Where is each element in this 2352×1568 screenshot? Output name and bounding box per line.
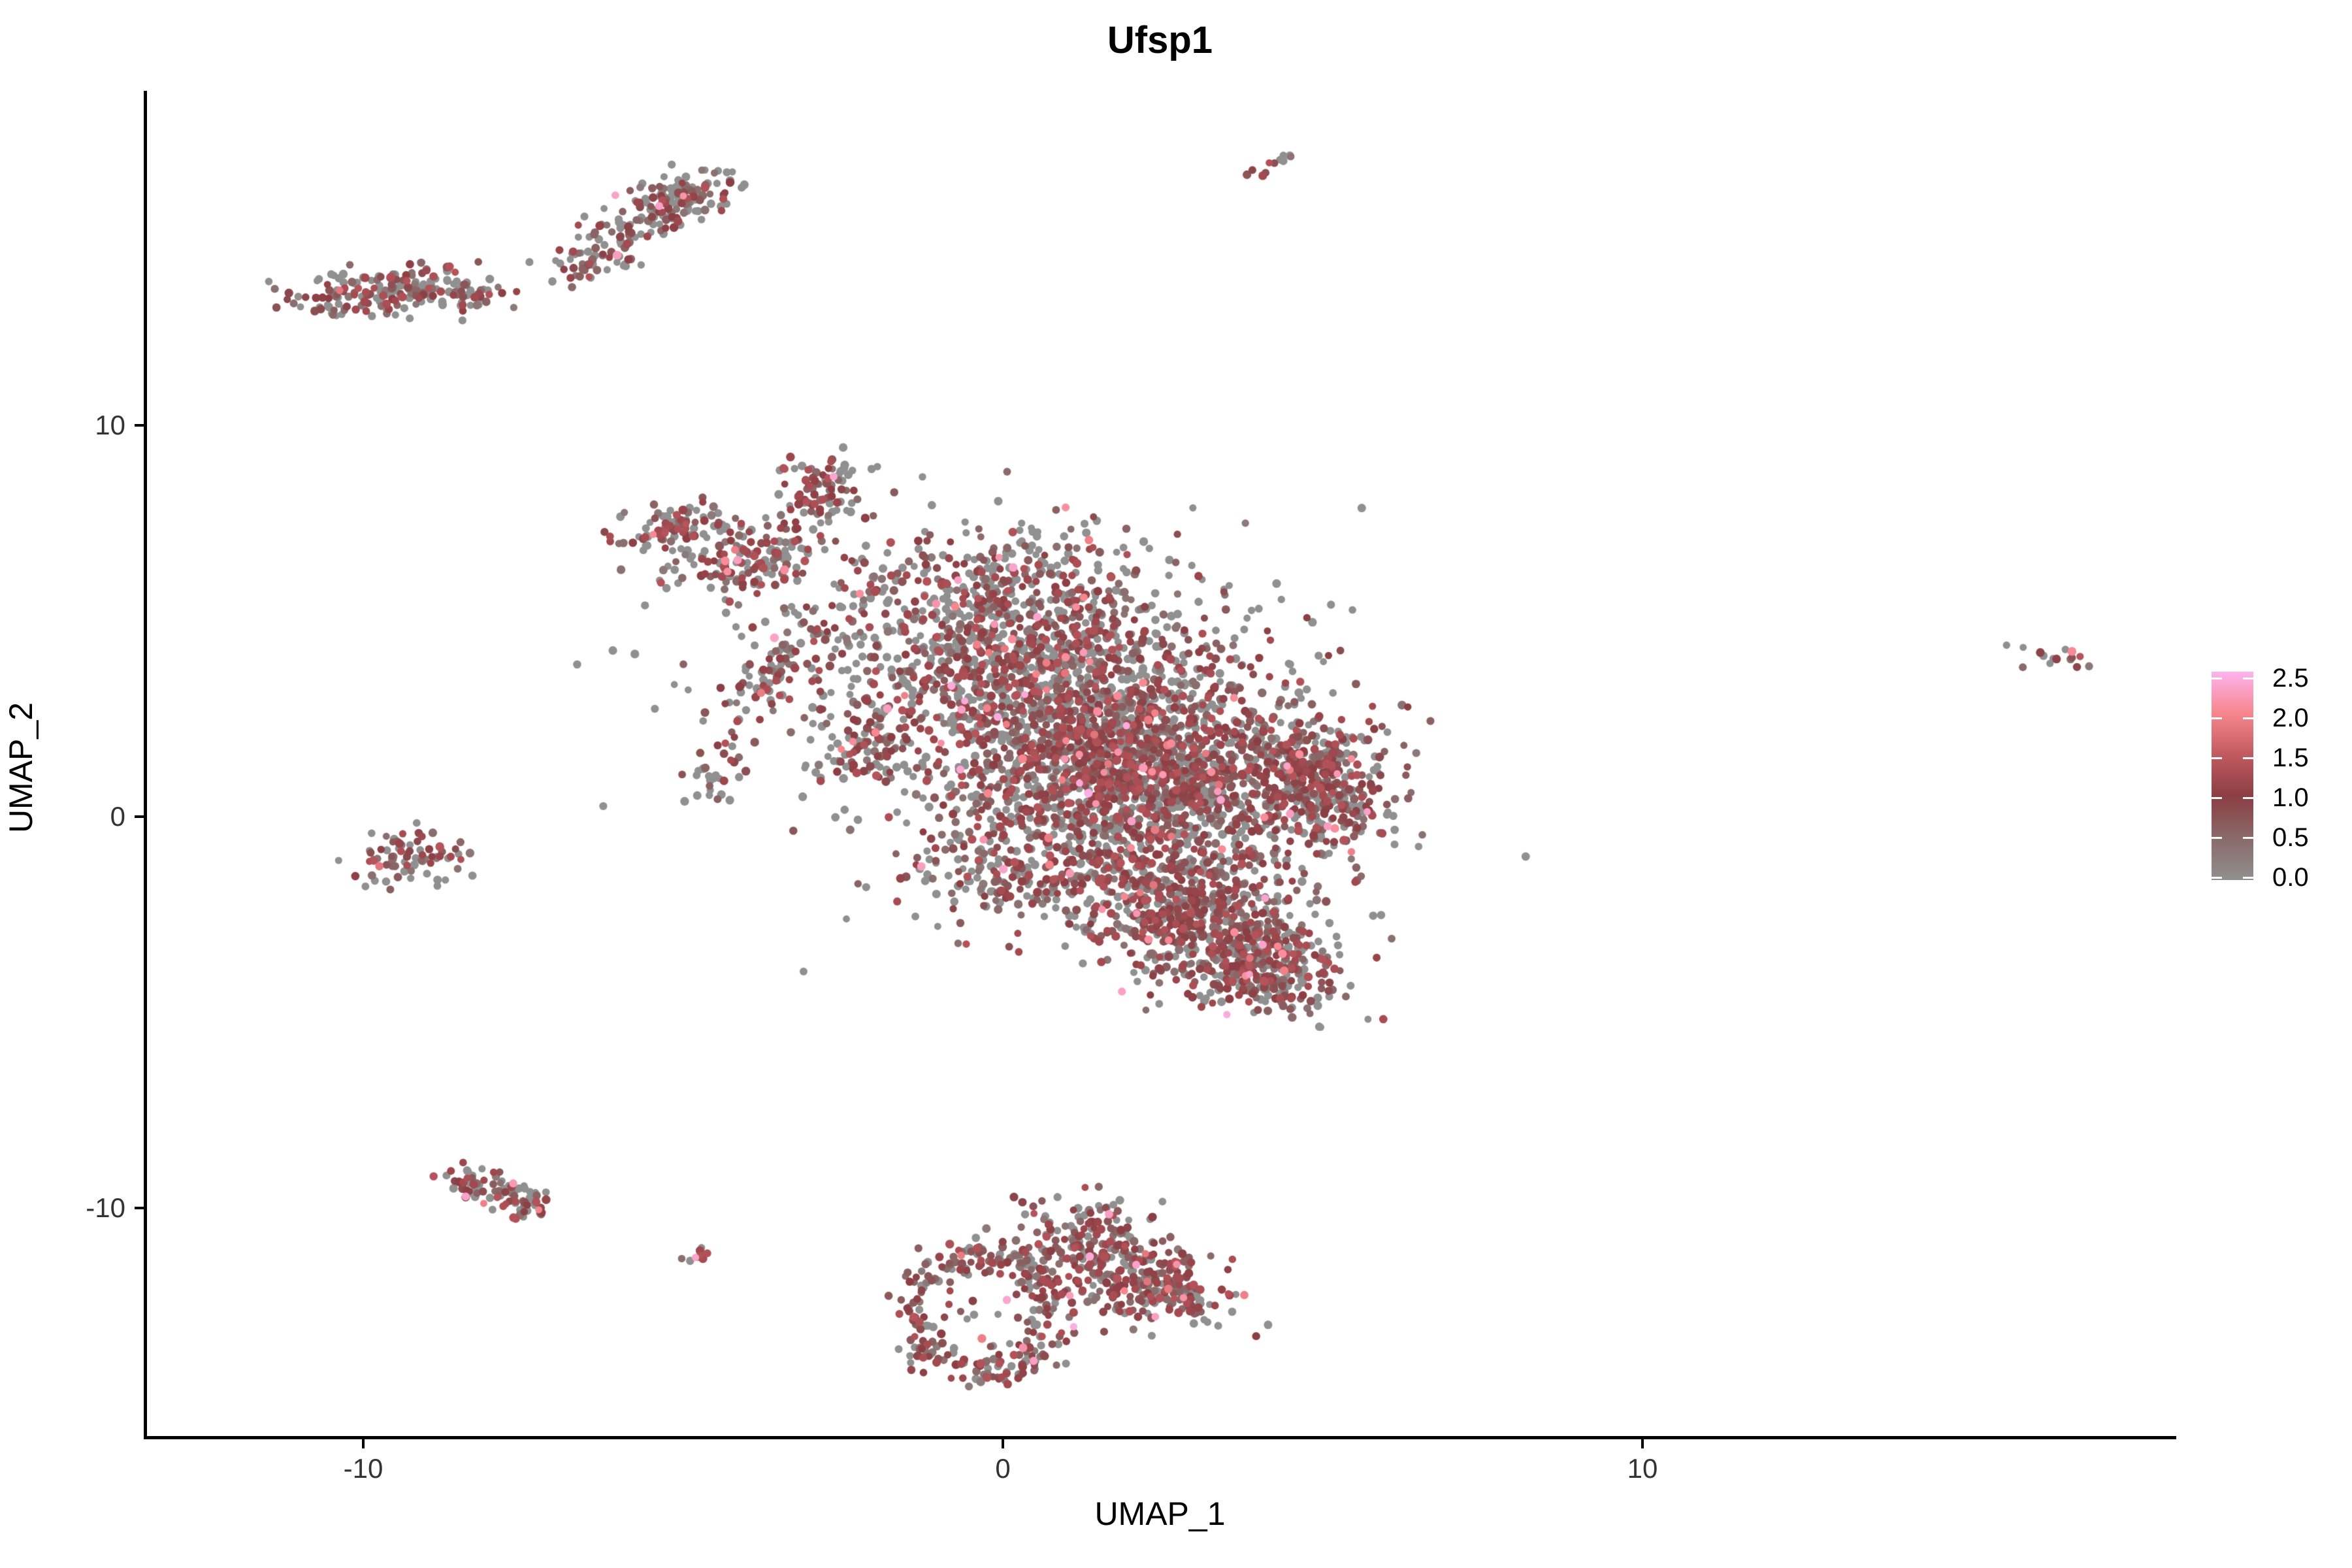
legend-tick xyxy=(2243,757,2253,759)
y-tick-mark xyxy=(135,424,144,427)
legend-tick xyxy=(2243,678,2253,679)
y-tick-label: 0 xyxy=(110,801,125,832)
y-tick-label: -10 xyxy=(86,1192,125,1223)
x-tick-label: 0 xyxy=(995,1453,1011,1484)
plot-title: Ufsp1 xyxy=(1107,19,1213,61)
legend-gradient-bar xyxy=(2212,672,2253,880)
legend-label: 2.0 xyxy=(2272,704,2309,732)
legend-tick xyxy=(2212,797,2222,799)
y-tick-label: 10 xyxy=(95,410,125,440)
y-axis-title: UMAP_2 xyxy=(3,702,39,834)
x-tick-mark xyxy=(362,1439,365,1448)
legend-tick xyxy=(2212,757,2222,759)
legend-tick xyxy=(2212,678,2222,679)
x-tick-mark xyxy=(1002,1439,1004,1448)
legend-tick xyxy=(2243,837,2253,839)
legend-tick xyxy=(2243,797,2253,799)
legend-label: 1.5 xyxy=(2272,743,2309,772)
legend-label: 2.5 xyxy=(2272,664,2309,693)
x-tick-mark xyxy=(1641,1439,1644,1448)
x-axis-title: UMAP_1 xyxy=(1094,1495,1226,1532)
legend-tick xyxy=(2243,717,2253,719)
y-tick-mark xyxy=(135,1207,144,1209)
legend-tick xyxy=(2212,837,2222,839)
legend-label: 1.0 xyxy=(2272,783,2309,812)
legend-label: 0.0 xyxy=(2272,863,2309,892)
x-tick-label: 10 xyxy=(1627,1453,1658,1484)
y-tick-mark xyxy=(135,815,144,818)
plot-panel xyxy=(144,91,2176,1439)
legend-label: 0.5 xyxy=(2272,823,2309,852)
legend-tick xyxy=(2212,877,2222,879)
legend-tick xyxy=(2243,877,2253,879)
x-tick-label: -10 xyxy=(343,1453,384,1484)
legend-tick xyxy=(2212,717,2222,719)
